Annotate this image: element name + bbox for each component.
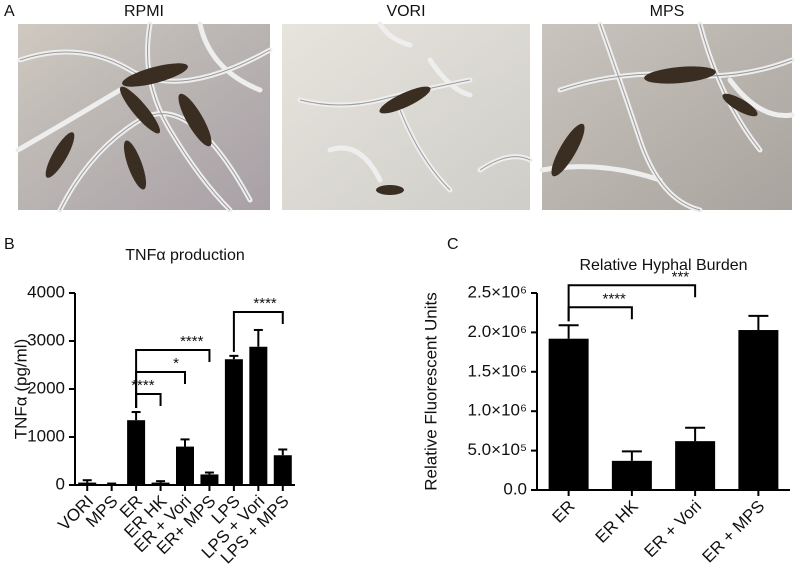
significance-label: **** bbox=[253, 295, 277, 312]
panel-letter: B bbox=[4, 236, 15, 253]
bar bbox=[273, 455, 292, 485]
significance-bracket bbox=[567, 306, 633, 322]
y-tick-label: 1.5×10⁶ bbox=[468, 361, 527, 380]
significance-bracket bbox=[232, 310, 284, 352]
bar bbox=[249, 346, 268, 485]
bar bbox=[78, 482, 97, 485]
y-tick-label: 2.5×10⁶ bbox=[468, 282, 527, 301]
image-title: MPS bbox=[650, 3, 685, 20]
y-tick-label: 1000 bbox=[27, 426, 65, 445]
bar bbox=[224, 359, 243, 485]
significance-bracket bbox=[135, 349, 211, 409]
y-axis-label: TNFα (pg/ml) bbox=[11, 339, 30, 440]
bar bbox=[200, 474, 219, 485]
significance-label: * bbox=[173, 355, 179, 372]
significance-label: **** bbox=[131, 377, 155, 394]
y-tick-label: 0.0 bbox=[503, 479, 527, 498]
bar bbox=[738, 330, 779, 490]
y-tick-label: 4000 bbox=[27, 282, 65, 301]
image-title: VORI bbox=[386, 3, 425, 20]
y-tick-label: 2.0×10⁶ bbox=[468, 322, 527, 341]
x-tick-label: ER + MPS bbox=[698, 497, 768, 567]
y-tick-label: 5.0×10⁵ bbox=[467, 440, 527, 459]
bar bbox=[151, 482, 170, 485]
panel-letter: A bbox=[4, 3, 15, 20]
y-axis-label: Relative Fluorescent Units bbox=[421, 292, 440, 490]
bar bbox=[611, 460, 652, 490]
y-tick-label: 2000 bbox=[27, 378, 65, 397]
image-title: RPMI bbox=[124, 3, 164, 20]
significance-label: **** bbox=[603, 290, 627, 307]
micrograph bbox=[539, 21, 795, 213]
micrograph bbox=[15, 21, 273, 213]
significance-bracket bbox=[135, 393, 162, 409]
bar bbox=[675, 441, 716, 490]
chart-title: Relative Hyphal Burden bbox=[579, 257, 747, 274]
y-tick-label: 0 bbox=[56, 474, 65, 493]
significance-bracket bbox=[567, 284, 697, 322]
bar bbox=[548, 338, 589, 490]
panel-letter: C bbox=[447, 236, 459, 253]
significance-label: *** bbox=[672, 268, 690, 285]
x-tick-label: ER bbox=[548, 497, 578, 527]
bar bbox=[176, 446, 194, 485]
significance-label: **** bbox=[180, 333, 204, 350]
micrograph bbox=[282, 21, 533, 210]
x-tick-label: ER HK bbox=[592, 496, 643, 547]
bar bbox=[127, 420, 146, 485]
chart-title: TNFα production bbox=[125, 247, 245, 264]
x-tick-label: ER + Vori bbox=[641, 497, 706, 562]
y-tick-label: 3000 bbox=[27, 330, 65, 349]
y-tick-label: 1.0×10⁶ bbox=[468, 401, 527, 420]
